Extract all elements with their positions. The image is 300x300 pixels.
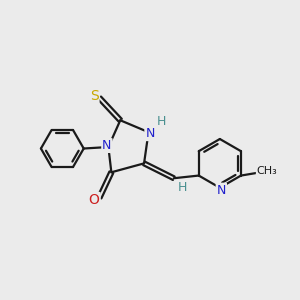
Text: H: H [177, 181, 187, 194]
Text: CH₃: CH₃ [257, 167, 278, 176]
Text: N: N [102, 139, 112, 152]
Text: N: N [145, 127, 155, 140]
Text: H: H [156, 115, 166, 128]
Text: O: O [89, 193, 100, 207]
Text: N: N [217, 184, 226, 196]
Text: S: S [90, 88, 98, 103]
